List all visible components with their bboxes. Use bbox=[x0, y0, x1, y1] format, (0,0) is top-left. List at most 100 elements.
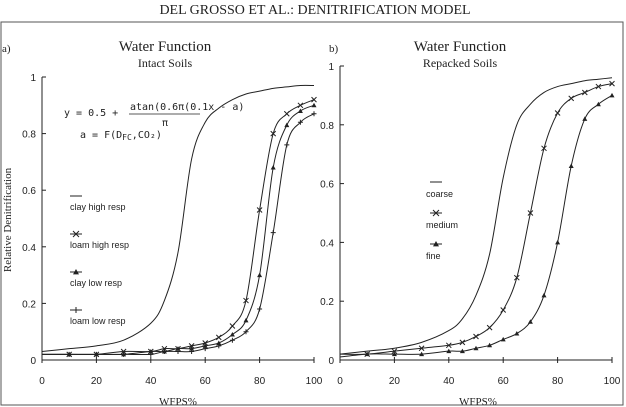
panel-a-point-clay-low-resp bbox=[216, 340, 222, 346]
running-title: DEL GROSSO ET AL.: DENITRIFICATION MODEL bbox=[159, 3, 470, 18]
panel-a-point-loam-low-resp bbox=[175, 349, 181, 355]
panel-b-point-fine bbox=[514, 331, 520, 336]
panel-b-point-fine bbox=[527, 319, 533, 324]
panel-a-point-loam-low-resp bbox=[216, 343, 222, 349]
panel-a-point-loam-low-resp bbox=[257, 306, 263, 312]
panel-a-subtitle: Intact Soils bbox=[138, 56, 193, 70]
panel-a-point-loam-low-resp bbox=[243, 329, 249, 335]
panel-a-point-clay-low-resp bbox=[243, 317, 249, 323]
panel-a-point-loam-high-resp bbox=[243, 297, 249, 304]
panel-b-point-medium bbox=[595, 83, 602, 90]
panel-b-x-tick-label: 20 bbox=[389, 376, 401, 387]
panel-a-point-clay-low-resp bbox=[229, 332, 235, 337]
panel-a-point-loam-low-resp bbox=[93, 351, 99, 357]
panel-a-point-loam-high-resp bbox=[215, 334, 222, 341]
panel-a-point-loam-low-resp bbox=[297, 119, 303, 125]
panel-a-point-loam-high-resp bbox=[297, 102, 304, 109]
panel-a-legend-label-loam-high-resp: loam high resp bbox=[70, 240, 129, 250]
panel-b-point-medium bbox=[609, 80, 615, 87]
panel-b-legend-label-medium: medium bbox=[426, 220, 458, 230]
panel-b-legend-label-coarse: coarse bbox=[426, 189, 453, 199]
panel-b-point-fine bbox=[473, 345, 479, 351]
panel-a-point-loam-high-resp bbox=[283, 110, 290, 117]
panel-a-y-tick-label: 0.4 bbox=[22, 243, 36, 254]
panel-b-xlabel: WFPS% bbox=[459, 396, 497, 407]
panel-a-point-loam-low-resp bbox=[270, 230, 276, 236]
panel-b-legend-marker-fine bbox=[433, 241, 439, 247]
panel-b-point-fine bbox=[555, 239, 561, 245]
panel-a-legend-label-clay-low-resp: clay low resp bbox=[70, 278, 122, 288]
panel-b-point-fine bbox=[582, 116, 588, 121]
panel-b-point-fine bbox=[500, 336, 506, 342]
panel-b-point-fine bbox=[568, 163, 574, 168]
panel-b-point-fine bbox=[446, 348, 452, 354]
panel-a-point-loam-low-resp bbox=[66, 351, 72, 357]
panel-a-legend-marker-loam-low-resp bbox=[73, 307, 79, 313]
panel-b-point-fine bbox=[487, 342, 493, 348]
panel-b-point-medium bbox=[581, 89, 588, 96]
equation-line2: a = F(DFC,CO₂) bbox=[80, 130, 162, 142]
panel-b-point-medium bbox=[541, 145, 547, 152]
panel-b-point-fine bbox=[364, 351, 370, 357]
panel-a-y-tick-label: 0.2 bbox=[22, 299, 36, 310]
panel-b-y-tick-label: 0 bbox=[328, 356, 334, 367]
panel-a-legend-label-loam-low-resp: loam low resp bbox=[70, 316, 126, 326]
panel-b-point-fine bbox=[391, 351, 397, 357]
panel-a-point-loam-high-resp bbox=[202, 340, 209, 346]
panel-b-x-tick-label: 0 bbox=[337, 376, 343, 387]
panel-a-point-loam-low-resp bbox=[311, 111, 317, 117]
panel-b-legend-label-fine: fine bbox=[426, 251, 441, 261]
panel-b-point-medium bbox=[500, 307, 507, 313]
panel-b-point-medium bbox=[473, 333, 479, 340]
panel-a-legend-marker-loam-high-resp bbox=[72, 230, 80, 238]
panel-b-x-tick-label: 60 bbox=[498, 376, 510, 387]
panel-a-y-tick-label: 0.8 bbox=[22, 130, 36, 141]
panel-b-label: b) bbox=[329, 43, 339, 55]
panel-a-point-loam-high-resp bbox=[120, 348, 127, 355]
panel-b-y-tick-label: 0.8 bbox=[320, 121, 334, 132]
panel-a-point-clay-low-resp bbox=[148, 349, 154, 354]
panel-b-legend-marker-medium bbox=[432, 209, 440, 217]
panel-a-series-clay-high-resp bbox=[41, 84, 315, 353]
panel-b-point-medium bbox=[554, 110, 561, 116]
panel-a-point-loam-low-resp bbox=[189, 349, 195, 355]
panel-a-legend-label-clay-high-resp: clay high resp bbox=[70, 202, 126, 212]
equation-line1-prefix: y = 0.5 + bbox=[64, 108, 118, 119]
panel-a-x-tick-label: 80 bbox=[254, 376, 266, 387]
panel-b-x-tick-label: 100 bbox=[604, 376, 621, 387]
panel-a-x-tick-label: 40 bbox=[145, 376, 157, 387]
panel-a-x-tick-label: 60 bbox=[200, 376, 212, 387]
panel-a-legend-marker-clay-low-resp bbox=[73, 269, 79, 275]
panel-b-x-tick-label: 40 bbox=[443, 376, 455, 387]
panel-a-point-loam-low-resp bbox=[284, 142, 290, 148]
panel-a-point-loam-high-resp bbox=[188, 342, 195, 349]
panel-a-point-clay-low-resp bbox=[202, 343, 208, 348]
panel-b-x-tick-label: 80 bbox=[552, 376, 564, 387]
panel-a-point-clay-low-resp bbox=[311, 102, 317, 108]
panel-a-point-loam-low-resp bbox=[148, 351, 154, 357]
panel-b-y-tick-label: 0.2 bbox=[320, 297, 334, 308]
panel-a-x-tick-label: 0 bbox=[39, 376, 45, 387]
equation-inset: y = 0.5 + atan(0.6π(0.1x - a) π a = F(DF… bbox=[64, 102, 244, 142]
panel-b-point-medium bbox=[568, 95, 575, 102]
panel-b-point-medium bbox=[527, 210, 534, 216]
panel-a-point-loam-low-resp bbox=[121, 351, 127, 357]
panel-a-point-loam-high-resp bbox=[161, 345, 168, 352]
panel-b-title: Water Function bbox=[414, 39, 507, 55]
panel-b-point-fine bbox=[609, 92, 615, 98]
panel-a-y-tick-label: 1 bbox=[30, 73, 36, 84]
panel-a-point-loam-high-resp bbox=[270, 130, 277, 137]
panel-a-point-clay-low-resp bbox=[284, 122, 290, 128]
panel-a-title: Water Function bbox=[119, 39, 212, 55]
panel-b-point-medium bbox=[513, 274, 520, 281]
equation-numerator: atan(0.6π(0.1x - a) bbox=[130, 102, 244, 113]
panel-a-point-loam-high-resp bbox=[229, 323, 236, 329]
panel-b-point-fine bbox=[595, 101, 601, 107]
panel-a-point-clay-low-resp bbox=[175, 346, 181, 351]
panel-b-series-coarse bbox=[339, 77, 613, 355]
panel-a-point-clay-low-resp bbox=[297, 108, 303, 113]
panel-a-point-clay-low-resp bbox=[189, 346, 195, 351]
panel-a-ylabel: Relative Denitrification bbox=[2, 167, 14, 272]
panel-b-point-fine bbox=[459, 348, 465, 354]
panel-a-point-loam-low-resp bbox=[229, 337, 235, 343]
